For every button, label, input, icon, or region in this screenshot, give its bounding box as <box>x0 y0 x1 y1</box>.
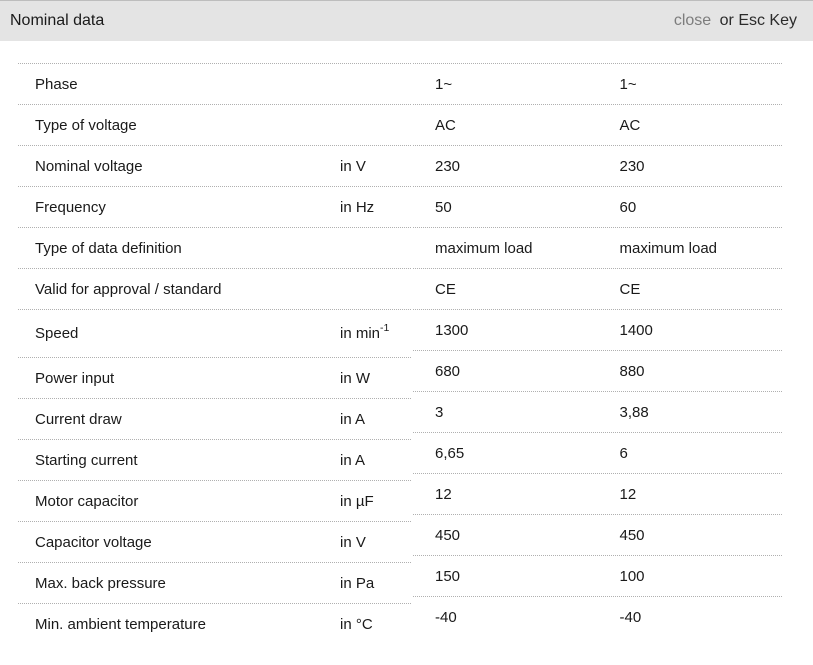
parameter-label: Capacitor voltage <box>35 533 152 551</box>
parameter-label: Type of voltage <box>35 116 137 134</box>
close-link[interactable]: close <box>673 12 712 29</box>
unit-label: in Pa <box>340 574 375 592</box>
table-row: Max. back pressure in Pa <box>18 562 411 603</box>
value-cell: 680 <box>435 362 461 380</box>
value-row: 1~ 1~ <box>413 63 782 104</box>
unit-label: in A <box>340 451 366 469</box>
table-row: Type of data definition <box>18 227 411 268</box>
esc-key-hint: or Esc Key <box>719 12 797 29</box>
table-row: Power input in W <box>18 357 411 398</box>
value-row: 680 880 <box>413 350 782 391</box>
value-row: 6,65 6 <box>413 432 782 473</box>
value-cell: AC <box>435 116 456 134</box>
table-row: Phase <box>18 63 411 104</box>
unit-label: in W <box>340 369 370 387</box>
parameter-label: Starting current <box>35 451 138 469</box>
value-row: CE CE <box>413 268 782 309</box>
unit-label: in V <box>340 533 366 551</box>
table-row: Nominal voltage in V <box>18 145 411 186</box>
value-cell: 3 <box>435 403 444 421</box>
unit-label: in °C <box>340 615 373 633</box>
value-row: AC AC <box>413 104 782 145</box>
unit-label: in min-1 <box>340 322 390 342</box>
parameter-label: Min. ambient temperature <box>35 615 206 633</box>
value-cell: 450 <box>619 526 645 544</box>
unit-label: in µF <box>340 492 374 510</box>
value-cell: AC <box>619 116 641 134</box>
unit-superscript: -1 <box>380 322 390 334</box>
value-row: 12 12 <box>413 473 782 514</box>
value-cell: -40 <box>619 608 642 626</box>
value-cell: 6,65 <box>435 444 465 462</box>
value-cell: 6 <box>619 444 628 462</box>
value-row: maximum load maximum load <box>413 227 782 268</box>
nominal-data-table: Phase Type of voltage Nominal voltage in V F… <box>18 63 782 644</box>
table-row: Capacitor voltage in V <box>18 521 411 562</box>
parameter-label: Power input <box>35 369 115 387</box>
value-row: 3 3,88 <box>413 391 782 432</box>
table-row: Current draw in A <box>18 398 411 439</box>
value-row: 150 100 <box>413 555 782 596</box>
close-controls: close or Esc Key <box>674 12 797 30</box>
value-cell: CE <box>435 280 456 298</box>
value-cell: 1300 <box>435 321 469 339</box>
value-cell: -40 <box>435 608 457 626</box>
table-row: Speed in min-1 <box>18 309 411 357</box>
value-cell: 1~ <box>435 75 453 93</box>
value-row: 1300 1400 <box>413 309 782 350</box>
parameter-label: Frequency <box>35 198 106 216</box>
unit-label: in A <box>340 410 366 428</box>
value-cell: CE <box>619 280 641 298</box>
value-cell: maximum load <box>435 239 533 257</box>
value-row: 230 230 <box>413 145 782 186</box>
parameter-label: Nominal voltage <box>35 157 143 175</box>
value-cell: maximum load <box>619 239 718 257</box>
value-cell: 1400 <box>619 321 653 339</box>
value-cell: 230 <box>435 157 461 175</box>
value-cell: 880 <box>619 362 645 380</box>
parameter-label: Current draw <box>35 410 122 428</box>
overlay-title: Nominal data <box>10 12 105 29</box>
overlay-header: Nominal data close or Esc Key <box>0 0 813 41</box>
value-row: 50 60 <box>413 186 782 227</box>
value-cell: 50 <box>435 198 452 216</box>
parameter-label: Type of data definition <box>35 239 182 257</box>
table-row: Starting current in A <box>18 439 411 480</box>
unit-label: in Hz <box>340 198 375 216</box>
value-cell: 60 <box>619 198 637 216</box>
value-cell: 150 <box>435 567 461 585</box>
value-cell: 100 <box>619 567 645 585</box>
table-row: Min. ambient temperature in °C <box>18 603 411 644</box>
parameter-label: Valid for approval / standard <box>35 280 222 298</box>
values-column-table: 1~ 1~ AC AC 230 230 50 60 maximum load maximum lo… <box>413 63 782 637</box>
value-cell: 3,88 <box>619 403 649 421</box>
value-row: -40 -40 <box>413 596 782 637</box>
parameter-column-table: Phase Type of voltage Nominal voltage in V F… <box>18 63 411 644</box>
table-row: Type of voltage <box>18 104 411 145</box>
value-cell: 12 <box>435 485 452 503</box>
value-row: 450 450 <box>413 514 782 555</box>
parameter-label: Phase <box>35 75 78 93</box>
parameter-label: Max. back pressure <box>35 574 166 592</box>
table-row: Valid for approval / standard <box>18 268 411 309</box>
table-row: Frequency in Hz <box>18 186 411 227</box>
parameter-label: Motor capacitor <box>35 492 139 510</box>
unit-label: in V <box>340 157 366 175</box>
value-cell: 12 <box>619 485 637 503</box>
table-row: Motor capacitor in µF <box>18 480 411 521</box>
value-cell: 1~ <box>619 75 637 93</box>
value-cell: 450 <box>435 526 461 544</box>
parameter-label: Speed <box>35 325 79 342</box>
value-cell: 230 <box>619 157 645 175</box>
